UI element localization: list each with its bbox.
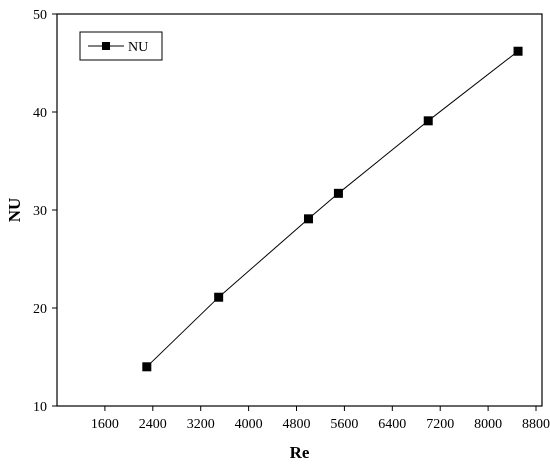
data-point: [303, 214, 313, 224]
series-layer: [142, 46, 523, 372]
y-tick-label: 10: [33, 400, 47, 415]
x-tick-label: 5600: [330, 417, 358, 432]
x-tick-label: 8800: [522, 417, 550, 432]
legend-marker: [102, 42, 110, 50]
y-axis-title: NU: [5, 198, 24, 223]
x-tick-label: 8000: [474, 417, 502, 432]
x-axis-ticks: 1600 2400 3200 4000 4800 5600 6400 7200 8000 8800: [91, 406, 550, 432]
legend-label: NU: [128, 40, 148, 55]
y-tick-label: 30: [33, 204, 47, 219]
x-tick-label: 6400: [378, 417, 406, 432]
x-tick-label: 4000: [235, 417, 263, 432]
data-point: [214, 292, 224, 302]
y-tick-label: 40: [33, 106, 47, 121]
data-point: [142, 362, 152, 372]
y-axis-ticks: 10 20 30 40 50: [33, 8, 57, 415]
x-tick-label: 4800: [283, 417, 311, 432]
x-tick-label: 1600: [91, 417, 119, 432]
data-point: [423, 116, 433, 126]
x-axis-title: Re: [290, 443, 310, 462]
x-tick-label: 2400: [139, 417, 167, 432]
y-tick-label: 50: [33, 8, 47, 23]
x-tick-label: 3200: [187, 417, 215, 432]
plot-frame: [56, 13, 543, 407]
legend: NU: [79, 31, 163, 61]
x-tick-label: 7200: [426, 417, 454, 432]
series-line: [146, 50, 519, 368]
data-point: [513, 46, 523, 56]
y-tick-label: 20: [33, 302, 47, 317]
data-point: [333, 188, 343, 198]
